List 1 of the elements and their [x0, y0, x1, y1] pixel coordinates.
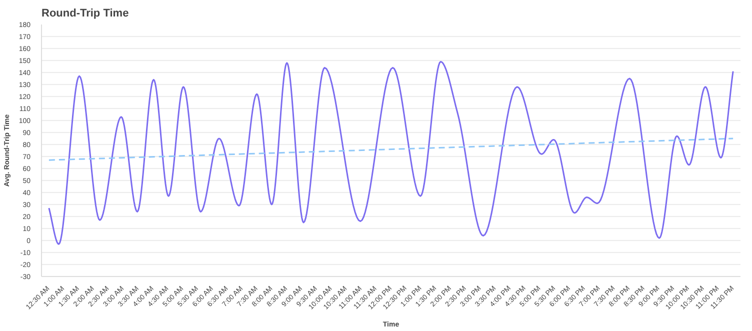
- chart-title: Round-Trip Time: [42, 8, 129, 20]
